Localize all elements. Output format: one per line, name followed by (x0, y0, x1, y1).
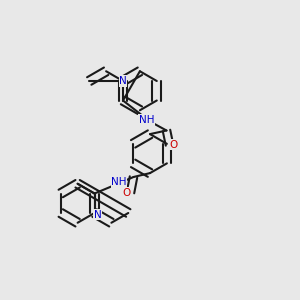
Text: O: O (169, 140, 177, 150)
Text: O: O (123, 188, 131, 198)
Text: NH: NH (111, 177, 127, 188)
Text: N: N (94, 209, 101, 220)
Text: NH: NH (139, 115, 154, 125)
Text: N: N (119, 76, 127, 86)
